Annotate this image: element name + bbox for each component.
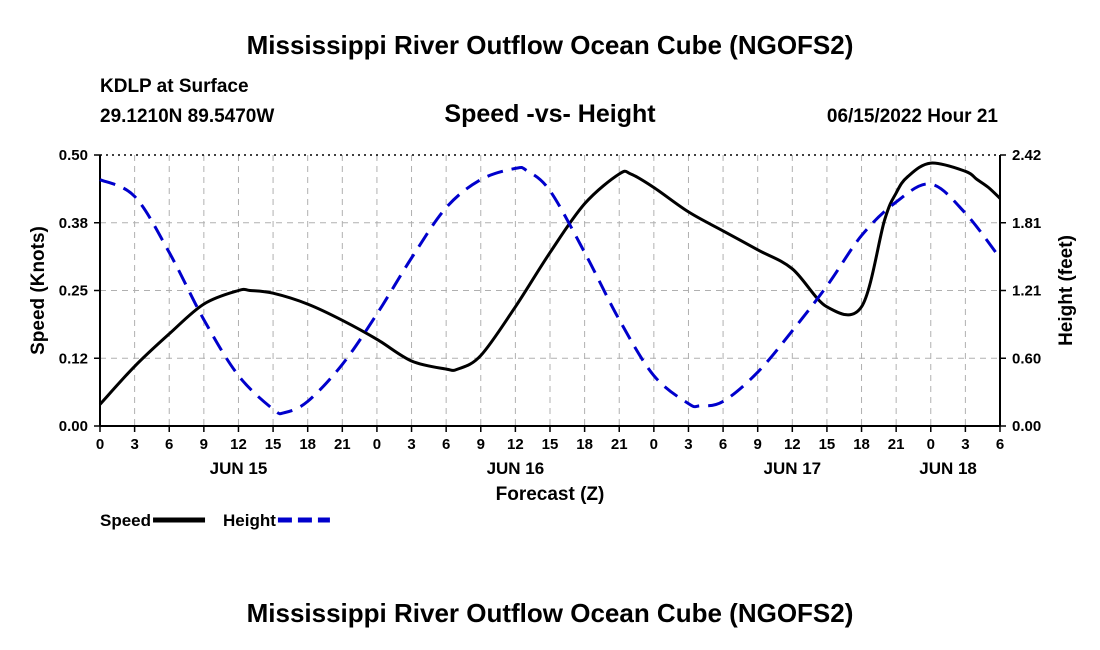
x-tick-label: 12: [507, 436, 524, 453]
x-tick-label: 3: [684, 436, 692, 453]
x-tick-label: 0: [650, 436, 658, 453]
x-tick-label: 3: [130, 436, 138, 453]
y-tick-label-left: 0.12: [59, 350, 88, 367]
y-tick-label-right: 1.21: [1012, 283, 1041, 300]
y-tick-label-right: 1.81: [1012, 215, 1041, 232]
x-tick-label: 0: [373, 436, 381, 453]
y-tick-label-right: 2.42: [1012, 147, 1041, 164]
y-tick-label-left: 0.25: [59, 283, 88, 300]
x-tick-label: 6: [442, 436, 450, 453]
x-tick-label: 21: [611, 436, 628, 453]
x-day-label: JUN 15: [210, 459, 268, 478]
x-tick-label: 15: [542, 436, 559, 453]
y-tick-label-left: 0.38: [59, 215, 88, 232]
forecast-datetime: 06/15/2022 Hour 21: [826, 106, 998, 127]
series-line-height: [99, 165, 1002, 416]
chart-subtitle: Speed -vs- Height: [444, 100, 656, 128]
station-coordinates: 29.1210N 89.5470W: [100, 106, 275, 127]
x-tick-label: 18: [853, 436, 870, 453]
y-tick-label-left: 0.00: [59, 418, 88, 435]
axes: 0 3 6 9 12 15 18 21 0 3 6 9 12 15 18 21 0 3 6 9 12 15 18 21 0 3 6 J…: [28, 147, 1077, 505]
x-tick-label: 3: [407, 436, 415, 453]
legend: Speed Height: [100, 511, 330, 530]
chart-main-title: Mississippi River Outflow Ocean Cube (NG…: [246, 30, 854, 60]
grid: [100, 154, 1000, 426]
y-tick-label-right: 0.00: [1012, 418, 1041, 435]
x-day-label: JUN 18: [919, 459, 977, 478]
x-tick-label: 0: [927, 436, 935, 453]
x-tick-label: 9: [754, 436, 762, 453]
x-axis-title: Forecast (Z): [496, 484, 605, 505]
x-tick-label: 21: [888, 436, 905, 453]
legend-label-height: Height: [223, 511, 276, 530]
x-tick-label: 3: [961, 436, 969, 453]
x-tick-label: 21: [334, 436, 351, 453]
y-axis-title-left: Speed (Knots): [28, 226, 49, 355]
x-tick-label: 9: [200, 436, 208, 453]
x-day-label: JUN 16: [487, 459, 545, 478]
x-tick-label: 0: [96, 436, 104, 453]
x-tick-label: 9: [477, 436, 485, 453]
x-tick-label: 6: [719, 436, 727, 453]
y-axis-title-right: Height (feet): [1056, 235, 1077, 346]
x-tick-label: 6: [165, 436, 173, 453]
y-tick-label-right: 0.60: [1012, 350, 1041, 367]
x-tick-label: 15: [819, 436, 836, 453]
second-chart-title: Mississippi River Outflow Ocean Cube (NG…: [246, 598, 854, 628]
x-tick-label: 18: [299, 436, 316, 453]
series: [98, 161, 1002, 416]
x-tick-label: 12: [784, 436, 801, 453]
legend-label-speed: Speed: [100, 511, 151, 530]
x-tick-label: 12: [230, 436, 247, 453]
x-tick-label: 15: [265, 436, 282, 453]
x-tick-label: 6: [996, 436, 1004, 453]
x-day-label: JUN 17: [763, 459, 821, 478]
y-tick-label-left: 0.50: [59, 147, 88, 164]
station-label: KDLP at Surface: [100, 76, 249, 97]
series-line-speed: [98, 161, 1002, 406]
x-tick-label: 18: [576, 436, 593, 453]
